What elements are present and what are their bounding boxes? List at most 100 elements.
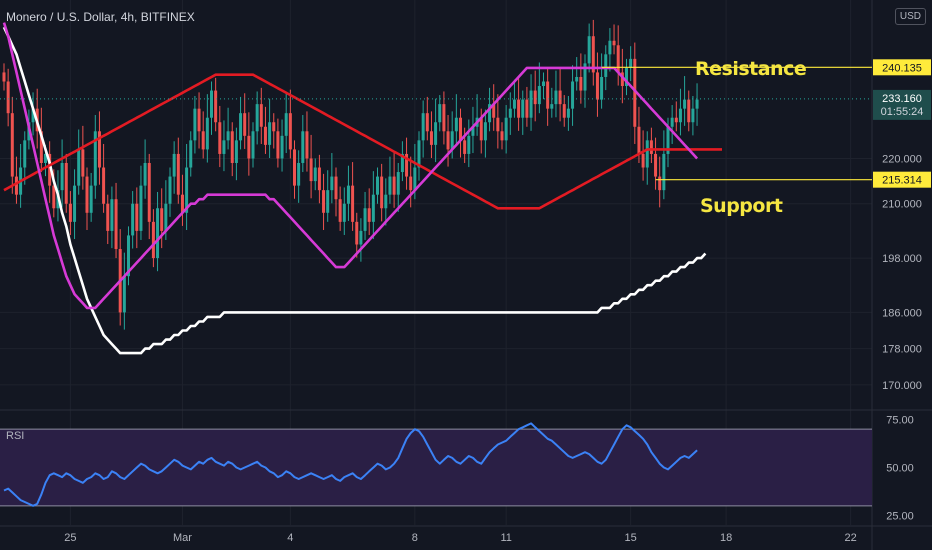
candle-body <box>6 81 10 114</box>
candle-body <box>504 117 508 141</box>
candle-body <box>317 167 321 191</box>
candle-body <box>450 131 454 150</box>
moving-average-line-1 <box>2 26 707 355</box>
candle-body <box>48 153 52 186</box>
candle-body <box>284 113 288 136</box>
candle-body <box>500 131 504 141</box>
candle-body <box>359 230 363 245</box>
current-price-tag <box>873 89 931 120</box>
candle-body <box>629 58 633 68</box>
candle-body <box>488 104 492 123</box>
candle-body <box>400 153 404 173</box>
candle-body <box>172 153 176 177</box>
candle-body <box>620 72 624 87</box>
candle-body <box>492 104 496 118</box>
candle-body <box>384 194 388 209</box>
candle-body <box>438 104 442 123</box>
candle-body <box>189 140 193 168</box>
candle-body <box>542 81 545 87</box>
candle-body <box>201 131 205 150</box>
rsi-band <box>0 429 872 506</box>
candle-body <box>463 140 467 154</box>
candle-body <box>106 203 110 231</box>
candle-body <box>52 185 56 209</box>
candle-body <box>330 176 334 191</box>
candle-body <box>114 199 118 250</box>
candle-body <box>434 122 438 145</box>
candle-body <box>595 72 599 100</box>
x-axis-tick-label: 11 <box>500 532 511 544</box>
candle-body <box>326 190 330 213</box>
candle-body <box>210 90 213 118</box>
candle-body <box>674 117 678 123</box>
moving-average-line-3 <box>2 22 699 310</box>
candle-body <box>102 167 106 204</box>
candle-body <box>454 117 458 132</box>
candle-body <box>562 104 566 118</box>
symbol-title: Monero / U.S. Dollar, 4h, BITFINEX <box>6 10 195 24</box>
candle-body <box>633 58 637 127</box>
candle-body <box>23 140 27 168</box>
candle-body <box>616 45 620 73</box>
candle-body <box>276 131 280 159</box>
candle-body <box>363 208 367 231</box>
candle-body <box>243 113 247 136</box>
candle-body <box>230 131 234 163</box>
candle-body <box>110 199 114 231</box>
candle-body <box>554 90 558 105</box>
x-axis-tick-label: 8 <box>412 532 418 544</box>
candle-body <box>251 131 255 159</box>
candle-body <box>367 208 371 222</box>
candle-body <box>446 131 450 150</box>
candle-body <box>156 208 160 259</box>
candle-body <box>268 122 272 145</box>
candle-body <box>322 190 326 213</box>
candle-body <box>214 90 218 123</box>
candle-body <box>421 113 425 141</box>
x-axis-tick-label: 18 <box>720 532 732 544</box>
candle-body <box>649 140 653 154</box>
currency-badge[interactable]: USD <box>894 8 926 25</box>
candle-body <box>68 203 72 222</box>
candle-body <box>313 167 317 182</box>
y-axis-tick-label: 220.000 <box>882 153 922 165</box>
candle-body <box>587 36 591 64</box>
candle-body <box>135 203 139 231</box>
x-axis-tick-label: 22 <box>844 532 856 544</box>
candle-body <box>176 153 180 195</box>
y-axis-tick-label: 210.000 <box>882 199 922 211</box>
candle-body <box>139 185 143 231</box>
candle-body <box>297 162 301 186</box>
candle-body <box>85 176 89 213</box>
candle-body <box>14 176 18 195</box>
candle-body <box>525 99 529 118</box>
rsi-axis-tick-label: 25.00 <box>886 510 914 522</box>
candle-body <box>413 167 417 191</box>
current-price-value: 233.160 <box>882 93 922 105</box>
candle-body <box>579 76 583 91</box>
candle-body <box>239 113 243 141</box>
candle-body <box>591 36 595 73</box>
candle-body <box>288 113 292 150</box>
candle-body <box>658 176 662 191</box>
candle-body <box>305 131 309 159</box>
candle-body <box>517 99 521 118</box>
candle-body <box>131 203 135 236</box>
candle-body <box>608 40 612 55</box>
candle-body <box>637 126 641 154</box>
y-axis-tick-label: 170.000 <box>882 380 922 392</box>
candle-body <box>222 140 226 154</box>
candle-body <box>376 176 379 195</box>
candle-body <box>405 153 409 177</box>
candle-body <box>459 117 462 141</box>
candle-body <box>255 104 259 132</box>
candle-body <box>392 176 396 195</box>
candle-body <box>442 104 446 132</box>
candle-body <box>168 176 172 204</box>
candle-body <box>197 108 201 132</box>
candle-body <box>471 126 475 136</box>
candle-body <box>81 149 85 177</box>
candle-body <box>73 185 77 222</box>
